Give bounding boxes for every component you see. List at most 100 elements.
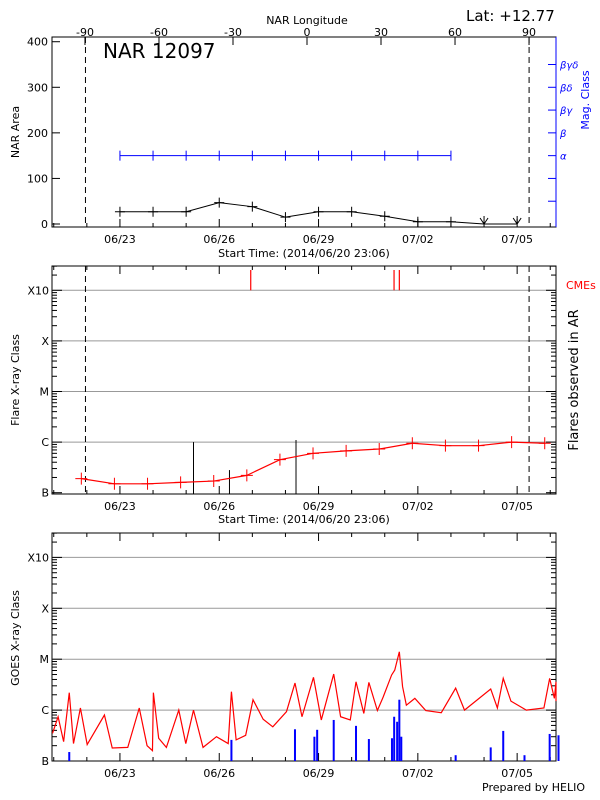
longitude-tick-label: -60: [150, 26, 168, 39]
class-tick-label: B: [41, 487, 49, 500]
daily-flux-point: [207, 475, 220, 488]
chart-marks: 06/23 06/26 06/29 07/02 07/05 06/23 06/26 06/29…: [27, 26, 578, 780]
area-point: [247, 201, 258, 212]
area-point: [379, 211, 390, 222]
latitude-label: Lat: +12.77: [466, 7, 555, 25]
area-point: [214, 197, 225, 208]
daily-flux-point: [472, 439, 485, 452]
other-flux-bar: [393, 716, 396, 761]
longitude-tick-label: -30: [224, 26, 242, 39]
area-point: [280, 212, 291, 223]
other-flux-bar: [400, 736, 403, 761]
other-flux-bar: [390, 738, 393, 761]
area-point: [445, 216, 456, 227]
daily-flux-point: [505, 436, 518, 449]
mag-class-tick-label: βγ: [559, 106, 573, 117]
other-flux-bar: [332, 719, 335, 761]
class-tick-label: M: [40, 653, 50, 666]
date-tick-label: 06/23: [104, 767, 136, 780]
longitude-tick-label: 60: [448, 26, 462, 39]
area-point: [346, 206, 357, 217]
daily-flux-point: [240, 469, 253, 482]
mag-class-tick-label: βδ: [559, 83, 573, 94]
daily-flux-point: [373, 443, 386, 456]
area-tick-label: 0: [41, 218, 48, 231]
area-tick-label: 300: [27, 81, 48, 94]
daily-flux-point: [108, 477, 121, 490]
daily-flux-point: [75, 472, 88, 485]
other-flux-bar: [548, 733, 551, 761]
daily-flux-point: [174, 476, 187, 489]
other-flux-bar: [454, 755, 457, 761]
area-arrow-marker: [512, 216, 522, 225]
mag-class-tick-label: βγδ: [559, 61, 578, 72]
other-flux-bar: [230, 739, 233, 761]
other-flux-bar: [557, 735, 560, 761]
other-flux-bar: [367, 739, 370, 761]
daily-flux-point: [307, 447, 320, 460]
daily-flux-point: [273, 453, 286, 466]
panel3-frame: [51, 532, 557, 762]
footer-credit: Prepared by HELIO: [482, 781, 585, 794]
date-tick-label: 07/02: [402, 767, 434, 780]
other-flux-bar: [355, 725, 358, 761]
date-tick-label: 07/02: [402, 233, 434, 246]
other-flux-bar: [489, 747, 492, 761]
area-point: [412, 216, 423, 227]
date-tick-label: 06/23: [104, 233, 136, 246]
daily-flux-point: [340, 444, 353, 457]
date-tick-label: 07/05: [501, 233, 533, 246]
mag-class-tick-label: α: [560, 152, 567, 163]
date-tick-label: 06/29: [303, 767, 335, 780]
date-tick-label: 06/26: [203, 767, 235, 780]
date-tick-label: 07/05: [501, 767, 533, 780]
panel2-y2label: Flares observed in AR: [567, 309, 582, 450]
class-tick-label: X10: [27, 284, 49, 297]
class-tick-label: B: [41, 755, 49, 768]
area-point: [148, 206, 159, 217]
cme-label: CMEs: [566, 279, 596, 292]
panel1-frame: [51, 36, 557, 228]
class-tick-label: X10: [27, 551, 49, 564]
daily-flux-point: [538, 437, 551, 450]
area-point: [313, 206, 324, 217]
date-tick-label: 06/26: [203, 500, 235, 513]
longitude-tick-label: 30: [374, 26, 388, 39]
panel1-ylabel: NAR Area: [9, 106, 22, 158]
daily-flux-point: [439, 439, 452, 452]
other-flux-bar: [68, 752, 71, 761]
mag-class-tick-label: β: [559, 129, 567, 140]
area-arrow-marker: [479, 216, 489, 225]
daily-flux-point: [406, 437, 419, 450]
longitude-tick-label: 90: [522, 26, 536, 39]
goes-flux-line: [51, 651, 557, 752]
panel3-ylabel: GOES X-ray Class: [9, 590, 22, 686]
date-tick-label: 06/29: [303, 500, 335, 513]
panel2-ylabel: Flare X-ray Class: [9, 334, 22, 426]
area-point: [114, 206, 125, 217]
class-tick-label: M: [40, 386, 50, 399]
class-tick-label: C: [41, 704, 49, 717]
panel1-xlabel: Start Time: (2014/06/20 23:06): [218, 247, 390, 260]
area-tick-label: 100: [27, 172, 48, 185]
other-flux-bar: [293, 729, 296, 761]
panel2-frame: [51, 265, 557, 495]
class-tick-label: X: [41, 602, 49, 615]
other-flux-bar: [313, 736, 316, 761]
other-flux-bar: [523, 755, 526, 761]
date-tick-label: 07/05: [501, 500, 533, 513]
other-flux-bar: [396, 721, 399, 761]
date-tick-label: 06/29: [303, 233, 335, 246]
date-tick-label: 07/02: [402, 500, 434, 513]
panel2-xlabel: Start Time: (2014/06/20 23:06): [218, 513, 390, 526]
area-point: [181, 206, 192, 217]
longitude-tick-label: 0: [304, 26, 311, 39]
date-tick-label: 06/26: [203, 233, 235, 246]
other-flux-bar: [316, 729, 319, 761]
longitude-tick-label: -90: [76, 26, 94, 39]
other-flux-bar: [398, 699, 401, 761]
area-tick-label: 400: [27, 36, 48, 49]
class-tick-label: C: [41, 436, 49, 449]
area-tick-label: 200: [27, 127, 48, 140]
